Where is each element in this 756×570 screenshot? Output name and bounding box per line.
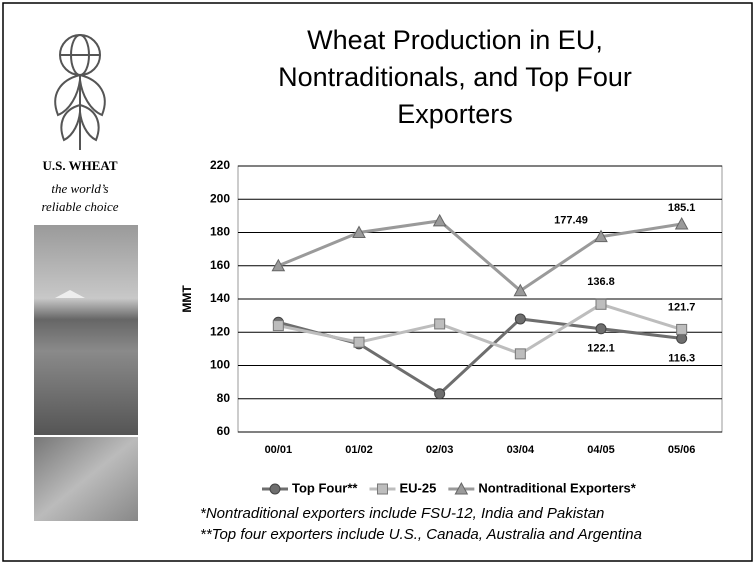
marker: [595, 323, 607, 335]
marker: [676, 323, 688, 335]
x-tick-label: 04/05: [587, 444, 615, 456]
chart-title: Exporters: [397, 99, 513, 129]
data-label: 116.3: [668, 352, 695, 364]
legend-label: Nontraditional Exporters*: [478, 480, 636, 495]
y-tick-label: 60: [217, 424, 231, 438]
y-tick-label: 100: [210, 358, 230, 372]
marker: [514, 313, 526, 325]
photo-straw: [34, 437, 138, 521]
y-tick-label: 200: [210, 191, 230, 205]
logo: [54, 34, 106, 150]
y-tick-label: 220: [210, 158, 230, 172]
data-label: 136.8: [587, 276, 615, 288]
x-tick-label: 02/03: [426, 444, 454, 456]
y-tick-label: 120: [210, 324, 230, 338]
photo-field: [34, 225, 138, 435]
y-axis-label: MMT: [180, 285, 194, 313]
photo-mountain: [55, 290, 85, 298]
y-tick-label: 140: [210, 291, 230, 305]
x-tick-label: 03/04: [507, 444, 535, 456]
brand: U.S. WHEAT: [42, 158, 117, 173]
marker: [352, 225, 366, 238]
marker: [432, 213, 447, 227]
y-tick-label: 80: [217, 391, 231, 405]
data-label: 177.49: [554, 215, 588, 227]
marker: [674, 216, 689, 230]
legend-label: Top Four**: [292, 480, 358, 495]
data-label: 185.1: [668, 202, 696, 214]
marker: [454, 481, 469, 495]
marker: [594, 229, 608, 243]
marker: [434, 318, 446, 330]
data-label: 121.7: [668, 301, 696, 313]
chart-title: Nontraditionals, and Top Four: [278, 62, 632, 92]
chart-title: Wheat Production in EU,: [307, 25, 603, 55]
marker: [514, 348, 526, 360]
marker: [271, 258, 286, 272]
footnote: **Top four exporters include U.S., Canad…: [200, 526, 642, 543]
marker: [269, 483, 281, 495]
data-label: 122.1: [587, 343, 615, 355]
legend-label: EU-25: [399, 480, 436, 495]
x-tick-label: 05/06: [668, 444, 696, 456]
footnote: *Nontraditional exporters include FSU-12…: [200, 505, 604, 522]
y-tick-label: 180: [210, 225, 230, 239]
marker: [272, 320, 284, 332]
series-line: [278, 302, 683, 356]
marker: [353, 336, 365, 348]
tagline: the world’s: [51, 181, 108, 196]
marker: [376, 483, 388, 495]
y-tick-label: 160: [210, 258, 230, 272]
x-tick-label: 01/02: [345, 444, 373, 456]
tagline: reliable choice: [41, 199, 118, 214]
marker: [595, 298, 607, 310]
x-tick-label: 00/01: [265, 444, 293, 456]
series-line: [277, 219, 682, 293]
marker: [434, 388, 446, 400]
marker: [513, 283, 528, 297]
